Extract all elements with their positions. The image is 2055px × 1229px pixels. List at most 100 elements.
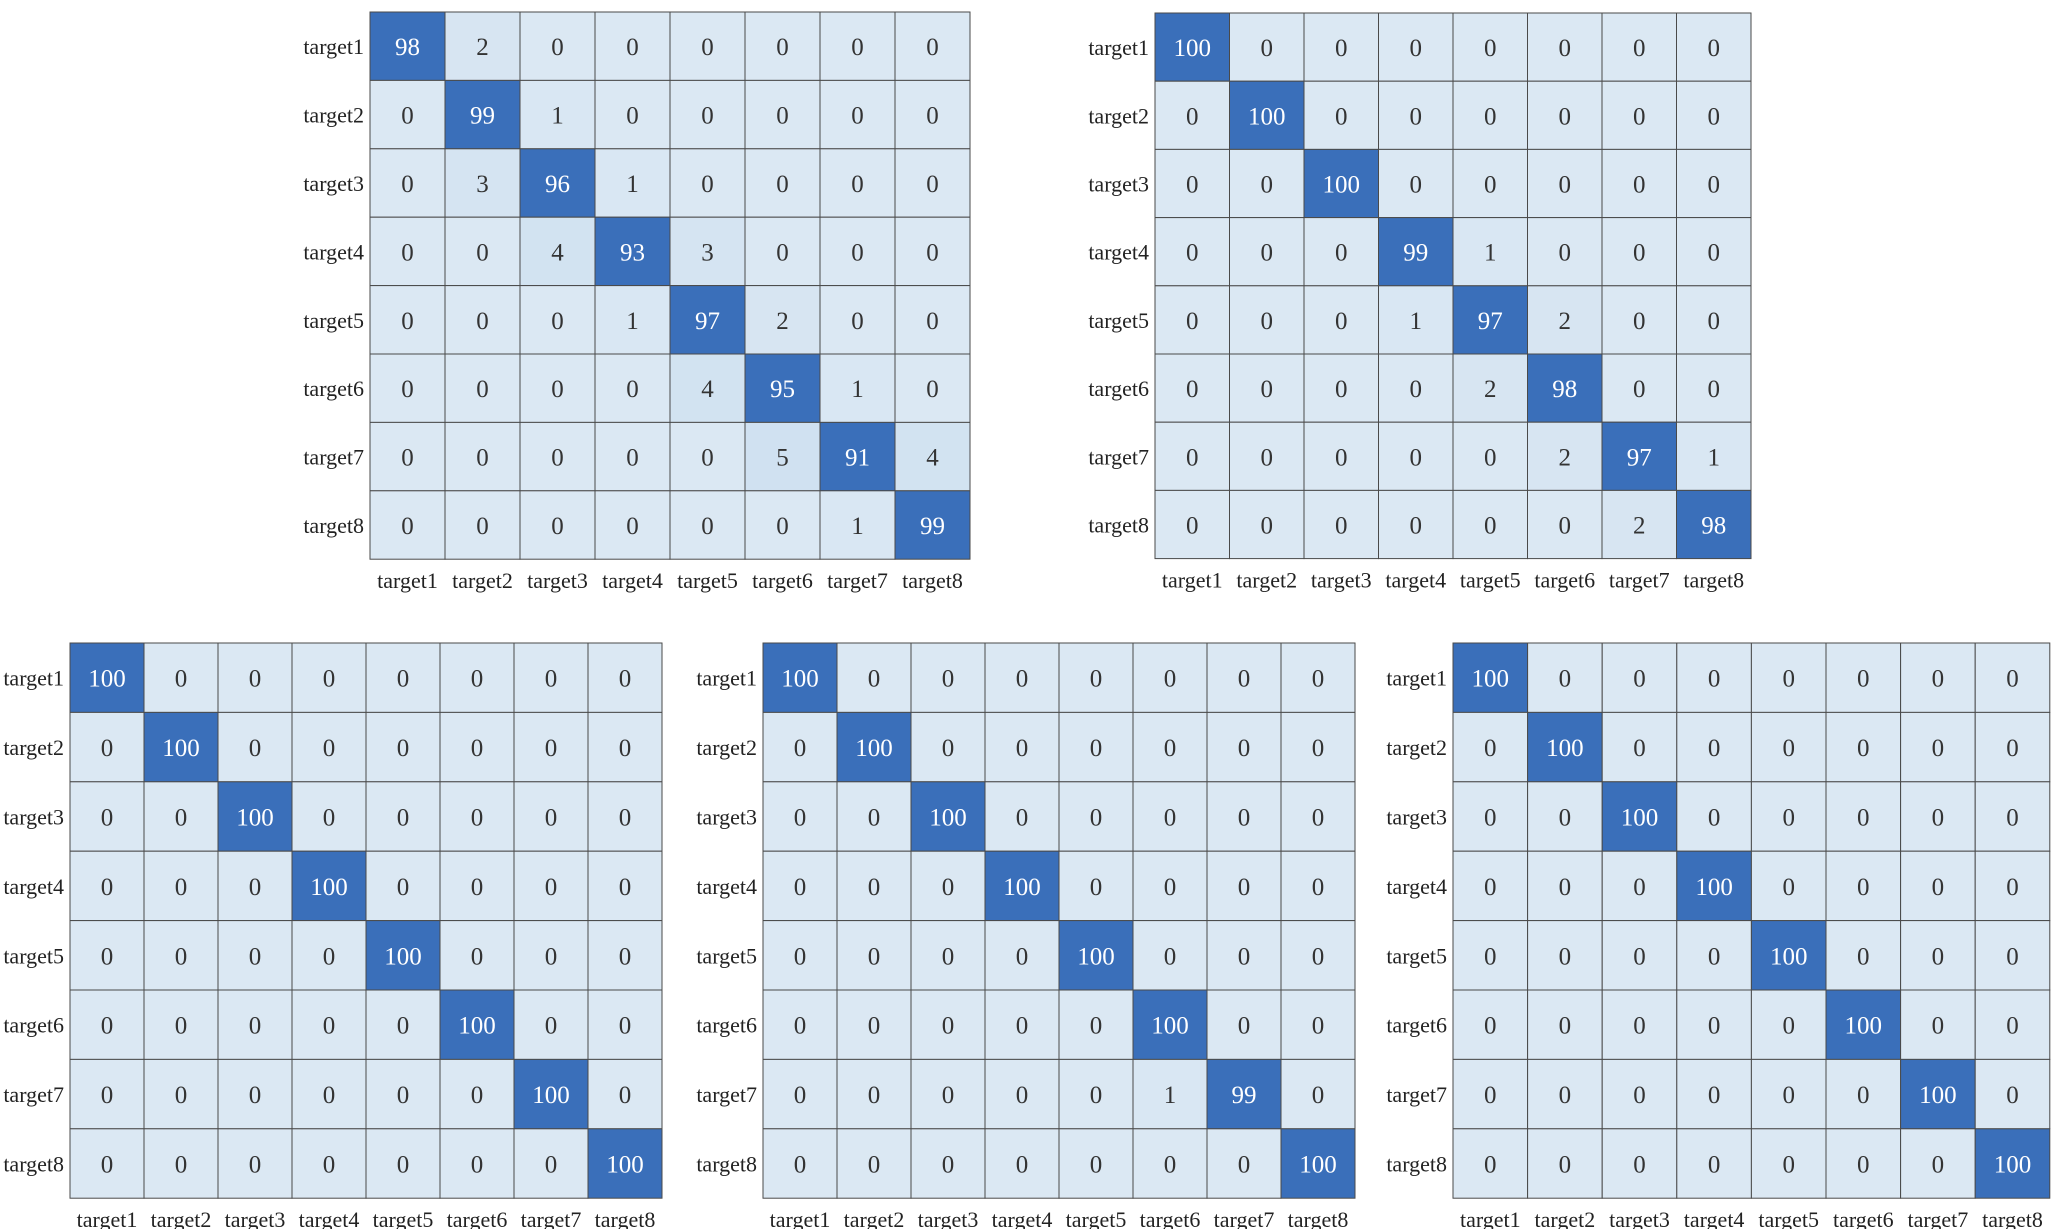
col-tick-label: target6 bbox=[752, 568, 813, 593]
heatmap-cell bbox=[1280, 920, 1356, 991]
cell-value: 0 bbox=[851, 239, 864, 266]
cell-value: 0 bbox=[1261, 376, 1274, 403]
heatmap-cell bbox=[1750, 1058, 1827, 1130]
cell-value: 0 bbox=[471, 874, 484, 901]
cell-value: 0 bbox=[101, 805, 114, 832]
heatmap-cell bbox=[1058, 920, 1134, 991]
heatmap-cell bbox=[1154, 285, 1230, 355]
cell-value: 0 bbox=[1559, 943, 1572, 970]
row-tick-label: target8 bbox=[696, 1152, 757, 1177]
heatmap-cell bbox=[1452, 711, 1529, 783]
heatmap-cell bbox=[1280, 1128, 1356, 1199]
heatmap-cell bbox=[513, 642, 589, 713]
cell-value: 0 bbox=[1410, 376, 1423, 403]
cell-value: 1 bbox=[626, 171, 639, 198]
heatmap-cell bbox=[1280, 781, 1356, 852]
cell-value: 0 bbox=[1857, 735, 1870, 762]
col-tick-label: target4 bbox=[1385, 568, 1446, 593]
cell-value: 100 bbox=[310, 874, 348, 901]
heatmap-cell bbox=[369, 421, 446, 492]
cell-value: 0 bbox=[1335, 513, 1348, 540]
cell-value: 0 bbox=[619, 805, 632, 832]
cell-value: 100 bbox=[1770, 943, 1808, 970]
cell-value: 0 bbox=[926, 103, 939, 130]
col-tick-label: target2 bbox=[452, 568, 513, 593]
heatmap-cell bbox=[1154, 421, 1230, 491]
heatmap-cell bbox=[1206, 989, 1282, 1060]
heatmap-cell bbox=[1452, 642, 1529, 713]
cell-value: 0 bbox=[794, 735, 807, 762]
cell-value: 0 bbox=[1484, 444, 1497, 471]
cell-value: 1 bbox=[551, 103, 564, 130]
col-tick-label: target1 bbox=[770, 1207, 831, 1229]
cell-value: 0 bbox=[1261, 35, 1274, 62]
cell-value: 0 bbox=[249, 735, 262, 762]
cell-value: 0 bbox=[1312, 805, 1325, 832]
heatmap-cell bbox=[143, 850, 219, 922]
cell-value: 0 bbox=[471, 735, 484, 762]
row-tick-label: target7 bbox=[1386, 1082, 1447, 1107]
cell-value: 100 bbox=[384, 943, 422, 970]
cell-value: 0 bbox=[1857, 805, 1870, 832]
col-tick-label: target5 bbox=[1758, 1207, 1819, 1229]
cell-value: 0 bbox=[1633, 874, 1646, 901]
cell-value: 0 bbox=[619, 735, 632, 762]
heatmap-cell bbox=[910, 989, 986, 1060]
heatmap-cell bbox=[1303, 421, 1379, 491]
cell-value: 4 bbox=[926, 445, 939, 472]
heatmap-cell bbox=[217, 1128, 293, 1199]
row-tick-label: target6 bbox=[696, 1013, 757, 1038]
heatmap-cell bbox=[1750, 850, 1827, 922]
cell-value: 0 bbox=[626, 376, 639, 403]
cell-value: 100 bbox=[781, 666, 819, 693]
heatmap-cell bbox=[984, 642, 1060, 713]
heatmap-cell bbox=[1974, 850, 2051, 922]
cell-value: 0 bbox=[1633, 172, 1646, 199]
row-tick-label: target7 bbox=[696, 1082, 757, 1107]
heatmap-cell bbox=[1825, 1128, 1902, 1199]
heatmap-cell bbox=[587, 989, 663, 1060]
cell-value: 93 bbox=[620, 239, 645, 266]
heatmap-cell bbox=[365, 781, 441, 852]
heatmap-cell bbox=[1676, 711, 1752, 783]
heatmap-cell bbox=[1452, 850, 1529, 922]
heatmap-cell bbox=[1974, 781, 2051, 852]
cell-value: 91 bbox=[845, 445, 870, 472]
cell-value: 0 bbox=[1261, 172, 1274, 199]
heatmap-cell bbox=[1825, 989, 1902, 1060]
heatmap-cell bbox=[519, 216, 596, 287]
col-tick-label: target4 bbox=[992, 1207, 1053, 1229]
heatmap-cell bbox=[143, 1058, 219, 1130]
confusion-matrix-2: 100 0 0 0 0 0 0 00 100 0 0 0 0 0 00 0 100 0 0 0 0 00 0 0 99 1 0 0 00… bbox=[1088, 12, 1752, 593]
row-tick-label: target8 bbox=[1386, 1152, 1447, 1177]
heatmap-cell bbox=[439, 642, 515, 713]
cell-value: 0 bbox=[1261, 513, 1274, 540]
heatmap-cell bbox=[1303, 148, 1379, 219]
confusion-matrix-4: 100 0 0 0 0 0 0 00 100 0 0 0 0 0 00 0 100 0 0 0 0 00 0 0 100 0 0 0 0… bbox=[696, 642, 1356, 1229]
cell-value: 0 bbox=[1164, 735, 1177, 762]
cell-value: 98 bbox=[395, 34, 420, 61]
heatmap-cell bbox=[984, 920, 1060, 991]
heatmap-cell bbox=[762, 642, 838, 713]
heatmap-cell bbox=[744, 11, 821, 81]
cell-value: 1 bbox=[1484, 240, 1497, 267]
cell-value: 1 bbox=[1164, 1082, 1177, 1109]
cell-value: 0 bbox=[1312, 1013, 1325, 1040]
cell-value: 0 bbox=[1708, 805, 1721, 832]
heatmap-cell bbox=[1676, 353, 1752, 423]
heatmap-cell bbox=[1229, 12, 1305, 82]
cell-value: 0 bbox=[1238, 666, 1251, 693]
col-tick-label: target5 bbox=[1066, 1207, 1127, 1229]
cell-value: 0 bbox=[476, 513, 489, 540]
heatmap-cell bbox=[1601, 80, 1677, 150]
heatmap-cell bbox=[291, 989, 367, 1060]
heatmap-cell bbox=[819, 216, 896, 287]
heatmap-cell bbox=[587, 920, 663, 991]
cell-value: 0 bbox=[851, 308, 864, 335]
row-tick-label: target4 bbox=[1386, 874, 1447, 899]
cell-value: 0 bbox=[476, 445, 489, 472]
cell-value: 0 bbox=[1016, 943, 1029, 970]
cell-value: 0 bbox=[851, 171, 864, 198]
col-tick-label: target8 bbox=[1288, 1207, 1349, 1229]
cell-value: 100 bbox=[532, 1082, 570, 1109]
